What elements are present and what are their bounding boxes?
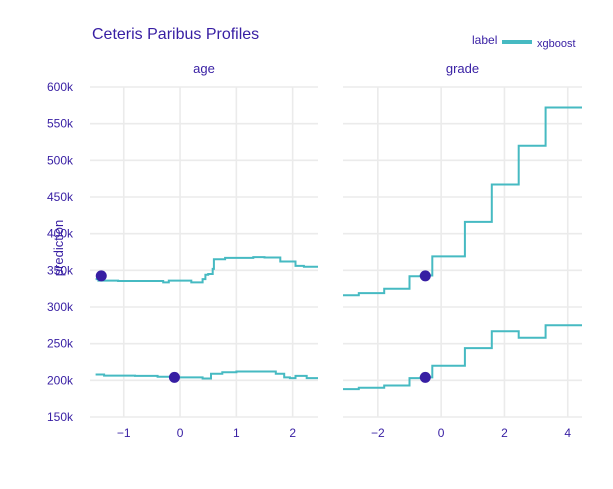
x-tick-label: 2 [289, 426, 296, 440]
y-tick-label: 600k [47, 80, 74, 94]
legend-title: label [472, 33, 497, 47]
y-axis-label: prediction [51, 220, 66, 276]
chart-title: Ceteris Paribus Profiles [92, 26, 259, 43]
x-tick-label: −2 [371, 426, 385, 440]
facet-title-age: age [193, 61, 215, 76]
facet-title-grade: grade [446, 61, 479, 76]
x-tick-label: 0 [177, 426, 184, 440]
y-tick-label: 450k [47, 190, 74, 204]
profile-line-xgboost[interactable] [95, 370, 318, 380]
y-tick-label: 350k [47, 263, 74, 277]
legend-label-xgboost: xgboost [537, 38, 576, 50]
observation-point[interactable] [419, 371, 431, 383]
legend[interactable]: label xgboost [472, 33, 576, 50]
y-tick-label: 300k [47, 300, 74, 314]
y-tick-label: 250k [47, 337, 74, 351]
y-tick-label: 200k [47, 373, 74, 387]
y-tick-label: 550k [47, 117, 74, 131]
panel-grade: −2 0 2 4 grade [343, 61, 582, 440]
x-tick-label: 1 [233, 426, 240, 440]
observation-point[interactable] [168, 371, 180, 383]
x-tick-label: 2 [501, 426, 508, 440]
x-tick-label: 0 [438, 426, 445, 440]
y-tick-label: 150k [47, 410, 74, 424]
observation-point[interactable] [95, 270, 107, 282]
x-tick-label: −1 [117, 426, 131, 440]
y-tick-label: 500k [47, 153, 74, 167]
panel-age: −1 0 1 2 150k 200k 250k 300k 350k 400k 450k 500k 550… [47, 61, 318, 440]
profile-line-xgboost[interactable] [343, 324, 582, 391]
profile-line-xgboost[interactable] [95, 256, 318, 284]
y-tick-label: 400k [47, 227, 74, 241]
x-tick-label: 4 [564, 426, 571, 440]
profile-line-xgboost[interactable] [343, 106, 582, 297]
observation-point[interactable] [419, 270, 431, 282]
